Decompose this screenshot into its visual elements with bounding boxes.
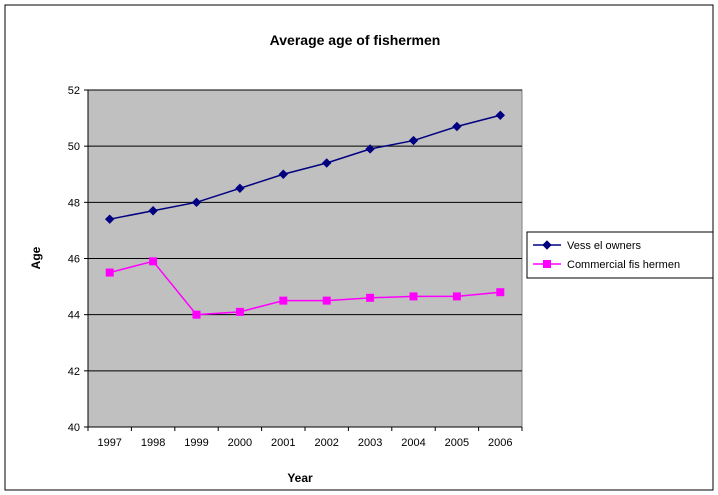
x-tick-label: 1997	[97, 437, 121, 449]
data-point	[192, 310, 201, 319]
y-tick-label: 44	[68, 310, 80, 322]
chart-title: Average age of fishermen	[270, 32, 441, 48]
data-point	[191, 197, 202, 208]
x-tick-label: 2005	[445, 437, 469, 449]
x-tick-label: 2006	[488, 437, 512, 449]
data-point	[409, 292, 418, 301]
data-point	[322, 296, 331, 305]
data-point	[496, 288, 505, 297]
legend: Vess el owners Commercial fis hermen	[526, 231, 714, 279]
x-tick-label: 1998	[141, 437, 165, 449]
legend-marker	[543, 260, 551, 268]
series-line	[109, 260, 501, 316]
series-line	[109, 114, 501, 220]
legend-marker	[542, 240, 552, 250]
y-tick-label: 46	[68, 254, 80, 266]
plot-area: 40 42 44 46 48 50 52 1997 1998 1999 2000 2001 2002 20…	[68, 85, 523, 449]
data-point	[104, 214, 115, 224]
data-point	[235, 307, 244, 316]
data-point	[366, 293, 375, 302]
data-point	[495, 110, 506, 120]
data-point	[452, 292, 461, 301]
data-point	[365, 144, 375, 154]
y-tick-label: 42	[68, 366, 80, 378]
y-axis-title: Age	[29, 246, 43, 269]
data-point	[235, 183, 245, 193]
x-tick-label: 2001	[271, 437, 295, 449]
legend-label: Commercial fis hermen	[567, 259, 680, 271]
data-point	[408, 135, 419, 146]
data-point	[321, 158, 332, 168]
x-tick-label: 2003	[358, 437, 382, 449]
data-point	[279, 296, 288, 305]
data-point	[148, 206, 158, 216]
x-tick-label: 2004	[401, 437, 425, 449]
x-tick-label: 2002	[314, 437, 338, 449]
data-point	[105, 268, 114, 277]
y-tick-label: 48	[68, 197, 80, 209]
y-tick-label: 40	[68, 422, 80, 434]
legend-box	[526, 231, 714, 279]
legend-label: Vess el owners	[567, 240, 641, 252]
x-axis-title: Year	[287, 471, 313, 485]
data-point	[278, 169, 289, 179]
y-tick-label: 52	[68, 85, 80, 97]
data-point	[149, 257, 158, 266]
x-tick-label: 1999	[184, 437, 208, 449]
data-point	[452, 121, 462, 132]
x-tick-label: 2000	[228, 437, 252, 449]
y-tick-label: 50	[68, 141, 80, 153]
